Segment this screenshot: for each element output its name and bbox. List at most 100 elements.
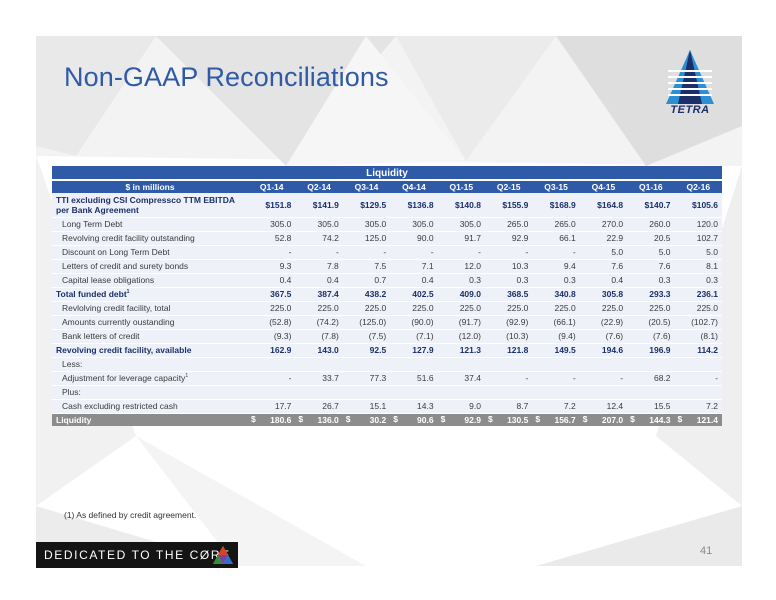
total-value: 30.2 (369, 414, 387, 425)
table-cell: 225.0 (342, 301, 391, 316)
table-cell: 114.2 (674, 342, 722, 358)
row-label-text: Discount on Long Term Debt (62, 247, 170, 257)
table-cell: 92.5 (342, 342, 391, 358)
table-cell: (90.0) (390, 315, 438, 330)
total-cell: $30.2 (342, 413, 391, 426)
table-cell: $140.7 (627, 193, 675, 218)
table-cell: 12.4 (579, 399, 628, 414)
table-cell: 7.6 (579, 259, 628, 274)
table-cell: 0.4 (295, 273, 343, 288)
table-cell: 340.8 (532, 286, 580, 302)
row-label: TTI excluding CSI Compressco TTM EBITDA … (52, 193, 249, 218)
total-value: 90.6 (417, 414, 434, 425)
row-label: Discount on Long Term Debt (52, 245, 249, 260)
table-cell: 5.0 (579, 245, 628, 260)
table-cell: 8.1 (674, 259, 722, 274)
table-cell: 9.0 (437, 399, 485, 414)
currency-symbol: $ (677, 413, 683, 424)
table-cell: $136.8 (390, 193, 438, 218)
table-row: Revlolving credit facility, total 225.0 22… (52, 301, 722, 316)
row-label-text: Revlolving credit facility, total (62, 303, 171, 313)
table-cell (390, 385, 438, 400)
table-cell (390, 357, 438, 372)
total-cell: $92.9 (437, 413, 485, 426)
table-cell: 102.7 (674, 231, 722, 246)
table-cell (248, 357, 296, 372)
total-cell: $136.0 (295, 413, 343, 426)
table-cell: (52.8) (248, 315, 296, 330)
total-value: 207.0 (601, 414, 624, 425)
total-value: 121.4 (696, 414, 718, 425)
quarter-header: Q1-16 (627, 179, 675, 193)
quarter-header: Q2-16 (674, 179, 722, 193)
table-cell: 293.3 (627, 286, 675, 302)
row-label-text: Amounts currently oustanding (62, 317, 175, 327)
table-cell (627, 385, 675, 400)
table-cell: 26.7 (295, 399, 343, 414)
total-row: Liquidity $180.6 $136.0 $30.2 $90.6 $92.9 $130… (52, 413, 722, 426)
table-cell: (9.4) (532, 329, 580, 344)
table-cell: 149.5 (532, 342, 580, 358)
banner-text: DEDICATED TO THE CØRE (44, 548, 231, 562)
total-cell: $90.6 (390, 413, 438, 426)
table-cell: 9.4 (532, 259, 580, 274)
table-cell: 77.3 (342, 371, 391, 386)
currency-symbol: $ (345, 413, 351, 424)
table-cell: - (532, 245, 580, 260)
table-cell: 125.0 (342, 231, 391, 246)
table-cell: $168.9 (532, 193, 580, 218)
footnote-marker: 1 (126, 289, 130, 296)
table-cell: 0.3 (484, 273, 533, 288)
total-cell: $156.7 (532, 413, 580, 426)
table-cell: 9.3 (248, 259, 296, 274)
table-cell: 5.0 (627, 245, 675, 260)
table-cell: - (248, 371, 296, 386)
row-label: Revlolving credit facility, total (52, 301, 249, 316)
quarter-header: Q3-14 (342, 179, 391, 193)
table-cell: 236.1 (674, 286, 722, 302)
table-cell: (102.7) (674, 315, 722, 330)
footnote-marker: 1 (185, 373, 189, 380)
table-cell (579, 357, 628, 372)
table-cell: 37.4 (437, 371, 485, 386)
table-cell (342, 357, 391, 372)
table-cell: 367.5 (248, 286, 296, 302)
currency-symbol: $ (251, 413, 256, 424)
table-cell: 409.0 (437, 286, 485, 302)
quarter-header: Q2-15 (484, 179, 533, 193)
currency-symbol: $ (440, 413, 446, 424)
table-cell: - (484, 245, 533, 260)
total-label: Liquidity (52, 413, 249, 426)
table-cell: - (248, 245, 296, 260)
table-cell: (66.1) (532, 315, 580, 330)
table-cell: 91.7 (437, 231, 485, 246)
table-cell: 265.0 (484, 217, 533, 232)
table-cell: - (674, 371, 722, 386)
table-cell: 402.5 (390, 286, 438, 302)
liquidity-table-container: Liquidity $ in millions Q1-14 Q2-14 Q3-14 Q… (52, 166, 722, 426)
table-cell: (22.9) (579, 315, 628, 330)
row-label-text: Bank letters of credit (62, 331, 140, 341)
table-cell: 0.7 (342, 273, 391, 288)
row-label: Total funded debt1 (52, 286, 249, 302)
table-row: Cash excluding restricted cash 17.7 26.7 15… (52, 399, 722, 414)
total-cell: $180.6 (248, 413, 296, 426)
multicolor-triangle-icon (213, 546, 233, 564)
table-cell: 7.2 (532, 399, 580, 414)
table-cell: 0.3 (532, 273, 580, 288)
section-title: Liquidity (52, 166, 722, 180)
table-cell: 260.0 (627, 217, 675, 232)
total-value: 92.9 (464, 414, 481, 425)
quarter-header: Q1-15 (437, 179, 485, 193)
table-cell: 305.0 (342, 217, 391, 232)
table-cell: (7.6) (579, 329, 628, 344)
table-row: Amounts currently oustanding (52.8) (74.2)… (52, 315, 722, 330)
table-cell: 0.4 (390, 273, 438, 288)
table-cell: (125.0) (342, 315, 391, 330)
table-cell: 225.0 (437, 301, 485, 316)
table-cell (532, 385, 580, 400)
table-cell: (91.7) (437, 315, 485, 330)
table-cell: 0.4 (579, 273, 628, 288)
table-cell: 90.0 (390, 231, 438, 246)
table-cell (674, 357, 722, 372)
